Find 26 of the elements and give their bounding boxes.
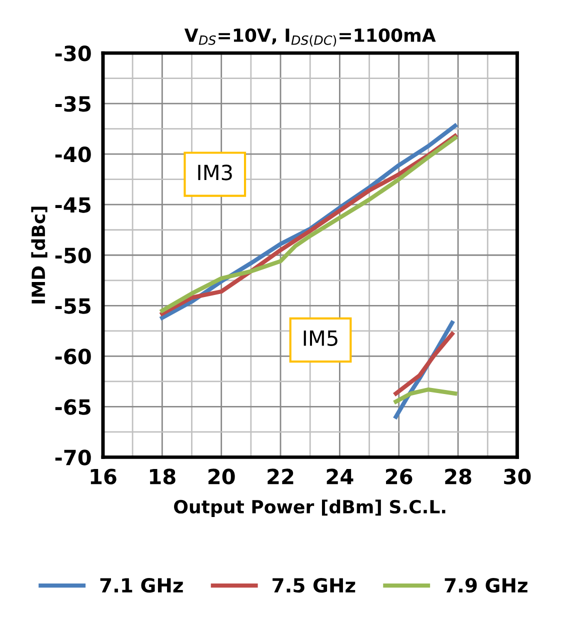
y-axis-title: IMD [dBc] <box>31 206 48 304</box>
x-tick-label: 30 <box>504 468 531 484</box>
y-tick-label: -45 <box>55 197 90 213</box>
annotation: IM3 <box>198 164 232 180</box>
x-tick-label: 26 <box>386 468 412 484</box>
x-tick-label: 16 <box>90 468 116 484</box>
y-tick-label: -40 <box>55 146 91 162</box>
y-tick-label: -35 <box>55 96 90 112</box>
legend-label: 7.5 GHz <box>272 578 356 593</box>
x-tick-label: 24 <box>326 468 354 484</box>
x-tick-label: 18 <box>150 468 176 484</box>
y-tick-label: -70 <box>55 450 91 466</box>
x-axis-title: Output Power [dBm] S.C.L. <box>174 500 446 518</box>
x-tick-label: 28 <box>445 468 472 484</box>
y-tick-label: -30 <box>55 46 91 62</box>
legend-label: 7.9 GHz <box>444 578 528 593</box>
annotation: IM5 <box>304 330 338 346</box>
x-tick-label: 20 <box>208 468 235 484</box>
y-tick-label: -50 <box>55 248 91 264</box>
y-tick-label: -55 <box>55 298 90 314</box>
chart-title: V$_{DS}$=10V, I$_{DS(DC)}$=1100mA <box>184 28 436 46</box>
y-tick-label: -60 <box>55 348 91 364</box>
x-tick-label: 22 <box>268 468 294 484</box>
y-tick-label: -65 <box>55 399 90 415</box>
legend-label: 7.1 GHz <box>100 578 183 593</box>
line-series <box>394 332 454 396</box>
